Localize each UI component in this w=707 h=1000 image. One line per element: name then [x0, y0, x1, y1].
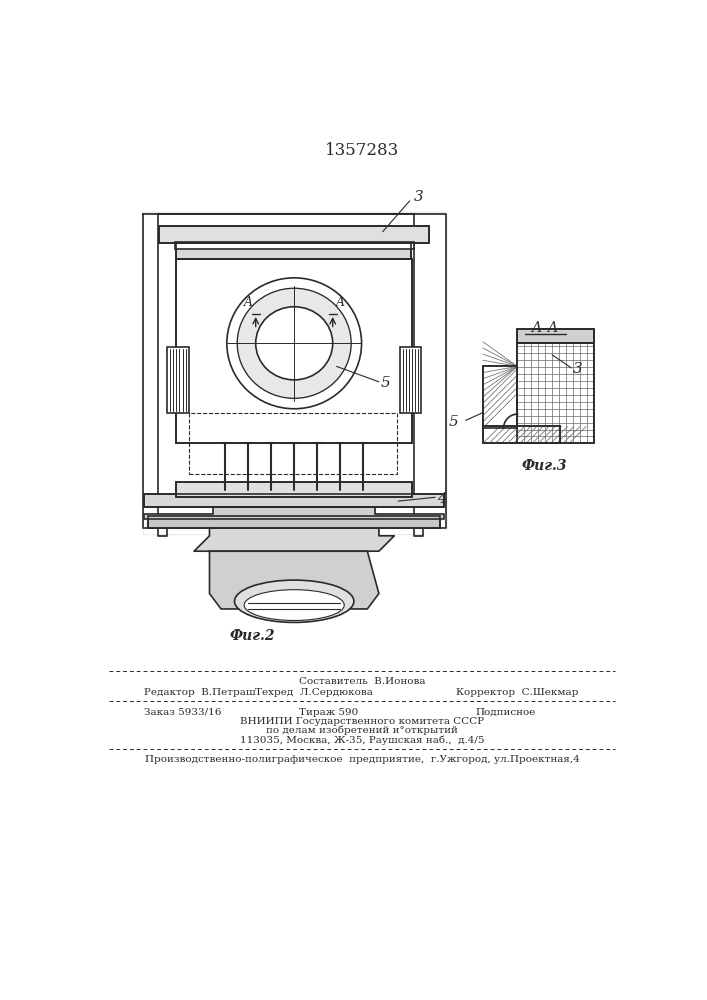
Ellipse shape: [256, 307, 333, 380]
Bar: [160, 226, 429, 243]
Bar: [518, 343, 595, 443]
Bar: [518, 343, 595, 443]
Bar: [483, 366, 518, 428]
Polygon shape: [194, 528, 395, 551]
Text: по делам изобретений и°открытий: по делам изобретений и°открытий: [266, 726, 458, 735]
Bar: [160, 226, 429, 243]
Bar: [144, 494, 444, 507]
Text: Производственно-полиграфическое  предприятие,  г.Ужгород, ул.Проектная,4: Производственно-полиграфическое предприя…: [144, 755, 579, 764]
Text: Фиг.3: Фиг.3: [522, 460, 567, 474]
Text: 3: 3: [573, 362, 583, 376]
Text: Составитель  В.Ионова: Составитель В.Ионова: [298, 677, 425, 686]
Ellipse shape: [244, 590, 344, 620]
Text: A: A: [243, 296, 252, 309]
Polygon shape: [143, 212, 446, 534]
Bar: [483, 366, 518, 428]
Bar: [176, 259, 412, 443]
Text: ВНИИПИ Государственного комитета СССР: ВНИИПИ Государственного комитета СССР: [240, 717, 484, 726]
Text: 113035, Москва, Ж-35, Раушская наб.,  д.4/5: 113035, Москва, Ж-35, Раушская наб., д.4…: [240, 735, 484, 745]
Text: Редактор  В.Петраш: Редактор В.Петраш: [144, 688, 256, 697]
Text: 5: 5: [449, 415, 458, 429]
Bar: [144, 494, 444, 507]
Bar: [483, 426, 560, 443]
Text: 5: 5: [380, 376, 390, 390]
Bar: [167, 347, 189, 413]
Bar: [189, 413, 397, 474]
Polygon shape: [144, 507, 444, 519]
Ellipse shape: [227, 278, 361, 409]
Bar: [399, 347, 421, 413]
Text: Фиг.2: Фиг.2: [229, 629, 274, 643]
Text: Корректор  С.Шекмар: Корректор С.Шекмар: [456, 688, 579, 697]
Bar: [518, 329, 595, 343]
Ellipse shape: [235, 580, 354, 622]
Bar: [148, 516, 440, 528]
Bar: [518, 329, 595, 343]
Text: 1357283: 1357283: [325, 142, 399, 159]
Bar: [176, 243, 411, 259]
Ellipse shape: [238, 288, 351, 398]
Text: Техред  Л.Сердюкова: Техред Л.Сердюкова: [255, 688, 373, 697]
Text: A–A: A–A: [531, 321, 558, 335]
Bar: [176, 243, 411, 259]
Text: A: A: [336, 296, 345, 309]
Text: Заказ 5933/16: Заказ 5933/16: [144, 708, 221, 717]
Text: 3: 3: [414, 190, 423, 204]
Polygon shape: [143, 214, 446, 536]
Bar: [175, 242, 414, 249]
Polygon shape: [209, 551, 379, 609]
Bar: [176, 482, 412, 497]
Bar: [176, 259, 412, 443]
Text: Подписное: Подписное: [476, 708, 536, 717]
Bar: [148, 516, 440, 528]
Polygon shape: [144, 215, 444, 533]
Text: 4: 4: [437, 492, 446, 506]
Bar: [176, 482, 412, 497]
Bar: [483, 426, 560, 443]
Text: Тираж 590: Тираж 590: [299, 708, 358, 717]
